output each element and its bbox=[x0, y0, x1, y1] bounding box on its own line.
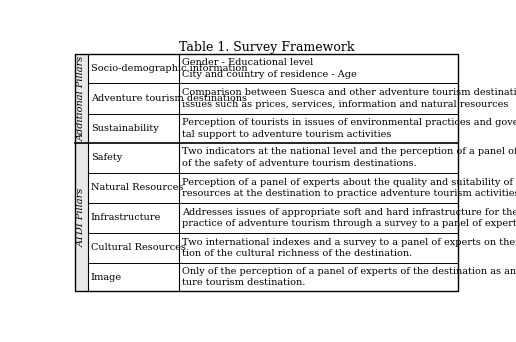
Text: Perception of tourists in issues of environmental practices and governmen-
tal s: Perception of tourists in issues of envi… bbox=[182, 118, 516, 139]
Text: Sustainability: Sustainability bbox=[91, 124, 158, 133]
Text: Comparison between Suesca and other adventure tourism destinations in
issues suc: Comparison between Suesca and other adve… bbox=[182, 88, 516, 109]
Text: Socio-demographic information: Socio-demographic information bbox=[91, 64, 247, 73]
Text: Table 1. Survey Framework: Table 1. Survey Framework bbox=[179, 41, 354, 54]
Text: Natural Resources: Natural Resources bbox=[91, 183, 183, 192]
Text: Gender - Educational level
City and country of residence - Age: Gender - Educational level City and coun… bbox=[182, 58, 357, 79]
Text: Two indicators at the national level and the perception of a panel of experts
of: Two indicators at the national level and… bbox=[182, 147, 516, 168]
Text: Infrastructure: Infrastructure bbox=[91, 213, 161, 222]
Text: Adventure tourism destinations: Adventure tourism destinations bbox=[91, 94, 247, 103]
Text: ATDI Pillars: ATDI Pillars bbox=[77, 187, 86, 247]
Text: Safety: Safety bbox=[91, 153, 122, 162]
Text: Only of the perception of a panel of experts of the destination as an adven-
tur: Only of the perception of a panel of exp… bbox=[182, 267, 516, 287]
Text: Perception of a panel of experts about the quality and suitability of natural
re: Perception of a panel of experts about t… bbox=[182, 177, 516, 198]
Text: Two international indexes and a survey to a panel of experts on their percep-
ti: Two international indexes and a survey t… bbox=[182, 238, 516, 258]
Text: Image: Image bbox=[91, 273, 122, 281]
Bar bbox=[75, 143, 88, 291]
Text: Addresses issues of appropriate soft and hard infrastructure for the adequate
pr: Addresses issues of appropriate soft and… bbox=[182, 208, 516, 228]
Bar bbox=[75, 54, 88, 143]
Text: Additional Pillars: Additional Pillars bbox=[77, 56, 86, 141]
Text: Cultural Resources: Cultural Resources bbox=[91, 243, 186, 252]
